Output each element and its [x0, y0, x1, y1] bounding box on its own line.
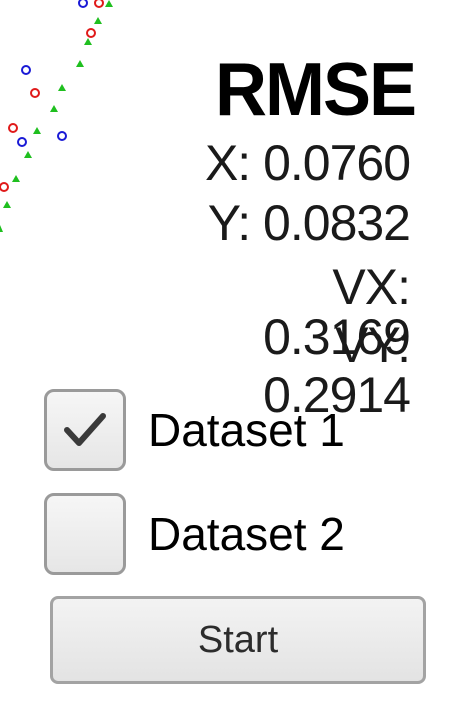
green-marker — [0, 225, 3, 232]
green-marker — [12, 175, 20, 182]
rmse-vx-value: VX: 0.3169 — [263, 259, 411, 365]
red-marker — [94, 0, 104, 8]
start-button[interactable]: Start — [50, 596, 426, 684]
green-marker — [94, 17, 102, 24]
rmse-title: RMSE — [214, 47, 417, 132]
red-marker — [86, 28, 96, 38]
dataset-2-checkbox[interactable] — [44, 493, 126, 575]
green-marker — [76, 60, 84, 67]
trajectory-plot-svg — [0, 0, 113, 232]
red-marker — [8, 123, 18, 133]
blue-marker — [57, 131, 67, 141]
blue-marker — [17, 137, 27, 147]
dataset-1-checkbox[interactable] — [44, 389, 126, 471]
red-marker — [0, 182, 9, 192]
green-marker — [58, 84, 66, 91]
green-marker — [33, 127, 41, 134]
green-marker — [3, 201, 11, 208]
red-markers — [0, 0, 104, 192]
green-marker — [50, 105, 58, 112]
blue-marker — [21, 65, 31, 75]
red-marker — [30, 88, 40, 98]
dataset-2-label[interactable]: Dataset 2 — [148, 508, 345, 560]
rmse-vy-value: VY: 0.2914 — [263, 317, 411, 423]
blue-markers — [17, 0, 88, 147]
dataset-1-label[interactable]: Dataset 1 — [148, 404, 345, 456]
green-marker — [84, 38, 92, 45]
green-marker — [105, 0, 113, 7]
green-markers — [0, 0, 113, 232]
rmse-x-value: X: 0.0760 — [204, 135, 411, 191]
green-marker — [24, 151, 32, 158]
checkmark-icon — [64, 413, 106, 446]
rmse-y-value: Y: 0.0832 — [207, 195, 411, 251]
trajectory-plot-fragment — [0, 0, 120, 240]
dataset-2-checkbox-row[interactable]: Dataset 2 — [44, 490, 345, 578]
dataset-1-checkbox-row[interactable]: Dataset 1 — [44, 386, 345, 474]
blue-marker — [78, 0, 88, 8]
